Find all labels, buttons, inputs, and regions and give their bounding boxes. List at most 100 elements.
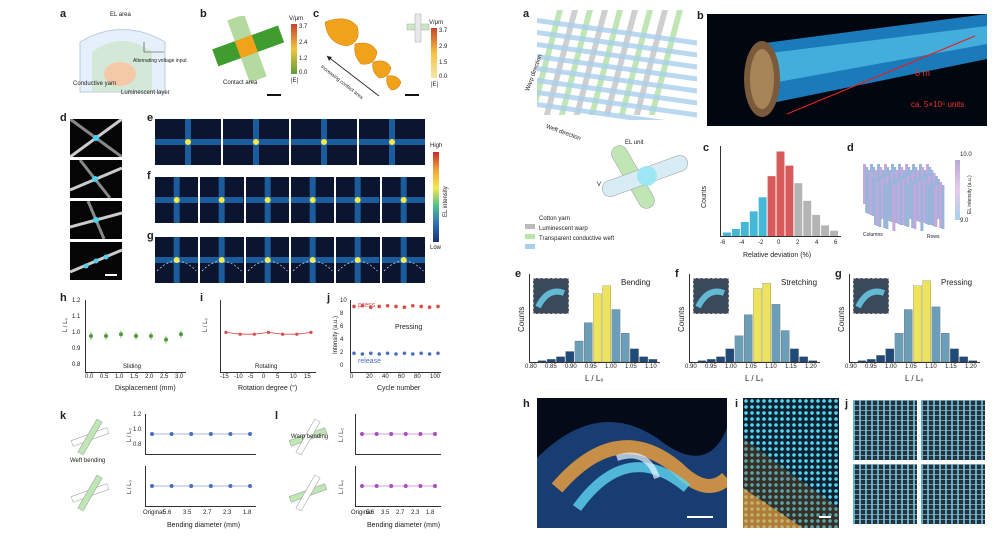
hist-g-bar (931, 306, 941, 363)
i-inset-label: Rotating (255, 364, 278, 370)
d-bar (867, 170, 871, 214)
heatmap-hotspot (354, 257, 361, 263)
long-fabric-photo (707, 14, 987, 126)
h-ytick: 1.2 (72, 298, 81, 304)
i-plot (224, 330, 313, 336)
hist-e-bar (620, 333, 630, 363)
heatmap-bend-guide (338, 260, 378, 272)
el-heatmap-tile (336, 237, 380, 283)
c-bar (758, 197, 767, 236)
l-xtick: 3.5 (381, 510, 390, 516)
heatmap-hotspot (185, 139, 191, 145)
pattern-photo (853, 464, 917, 524)
weft-yarn (537, 30, 697, 58)
j-point-release (377, 352, 381, 356)
cbar-b-label: |E| (291, 78, 299, 84)
colorbar-title: EL intensity (443, 186, 449, 217)
hist-e-ylabel: Counts (517, 306, 526, 332)
d-3d-bars (855, 150, 945, 235)
panel-label-d: d (60, 112, 67, 124)
heatmap-hotspot (218, 197, 225, 203)
k-xtick: 3.5 (183, 510, 192, 516)
hist-g-xtick: 1.00 (885, 364, 897, 370)
heatmap-hotspot (389, 139, 395, 145)
cbar-c-label: |E| (431, 82, 439, 88)
heatmap-hotspot (400, 257, 407, 263)
i-xtick: 10 (290, 374, 297, 380)
h-ylabel: L / L₀ (63, 318, 69, 332)
i-point (224, 330, 228, 334)
panel-label-c: c (313, 8, 320, 20)
hist-e-xtick: 1.10 (645, 364, 657, 370)
cbar-c-tick: 3.7 (439, 28, 448, 34)
hist-g-bar (894, 333, 904, 363)
h-xtick: 2.5 (160, 374, 169, 380)
bend-point (248, 484, 252, 488)
c-bar (794, 183, 803, 236)
k-plot-bottom (150, 484, 252, 488)
inset-fabric (695, 288, 726, 309)
j-ylabel: Intensity (a.u.) (333, 315, 339, 354)
panel-label-j: j (327, 292, 331, 304)
l-xtick: Original (351, 510, 372, 516)
panel-c-contact-series (317, 12, 427, 102)
el-unit-label: EL unit (625, 140, 644, 146)
closeup-pixels-photo (743, 398, 839, 528)
hist-e-xtick: 0.90 (565, 364, 577, 370)
k-axes-top (145, 414, 256, 455)
j-point-press (436, 304, 440, 309)
hist-g-bar (885, 348, 895, 363)
hist-f-title: Stretching (781, 278, 818, 287)
legend-a: Cotton yarn Luminescent warp Transparent… (525, 216, 614, 249)
j-ytick: 0 (340, 363, 344, 369)
d-bar (885, 185, 889, 229)
panel-label-k: k (60, 410, 67, 422)
pattern-photo (921, 400, 985, 460)
j-point-press (427, 305, 432, 309)
el-heatmap-tile (200, 237, 244, 283)
j-ytick: 6 (340, 324, 344, 330)
d-bar (918, 182, 922, 222)
alternating-voltage-label: Alternating voltage input (133, 58, 187, 64)
h-xtick: 0.0 (85, 374, 94, 380)
el-heatmap-tile (291, 119, 357, 165)
conductive-yarn-label: Conductive yarn (73, 81, 117, 87)
j-point-press (419, 304, 423, 309)
el-unit-closeup (595, 132, 695, 212)
panel-label-rj: j (845, 398, 849, 410)
panel-label-re: e (515, 268, 522, 280)
heatmap-bend-guide (156, 260, 197, 272)
k-weft-schematic (67, 416, 113, 458)
hist-g-inset-photo (853, 278, 889, 314)
heatmap-hotspot (309, 257, 316, 263)
hist-e-axes (529, 274, 660, 363)
l-axes-bottom (355, 466, 441, 507)
panel-label-ra: a (523, 8, 530, 20)
heatmap-hotspot (173, 257, 180, 263)
inset-fabric (855, 288, 886, 309)
i-xtick: 5 (276, 374, 280, 380)
d-bar (937, 179, 940, 219)
bend-point (403, 432, 408, 436)
j-point-release (385, 351, 390, 356)
legend-swatch (525, 234, 535, 239)
weft-bending-label: Weft bending (70, 458, 106, 464)
j-point-release (411, 352, 415, 356)
j-point-press (360, 303, 365, 308)
hist-f-xtick: 1.05 (745, 364, 757, 370)
right-figure: a Warp direction Weft direction EL unit … (515, 2, 993, 534)
weft-yarn (537, 90, 697, 118)
l-xlabel: Bending diameter (mm) (367, 522, 441, 529)
d-bar (916, 179, 919, 221)
d-bar (869, 173, 873, 215)
d-bar (890, 182, 894, 222)
hist-g-bar (867, 359, 876, 363)
h-point (149, 334, 153, 338)
d-bar (865, 167, 869, 213)
h-ytick: 1.1 (72, 314, 81, 320)
contact-area-label: Contact area (223, 80, 258, 86)
hist-g-bar (913, 285, 922, 363)
l-axes-top (355, 414, 441, 455)
heatmap-hotspot (253, 139, 259, 145)
hist-e-bar (584, 322, 593, 363)
